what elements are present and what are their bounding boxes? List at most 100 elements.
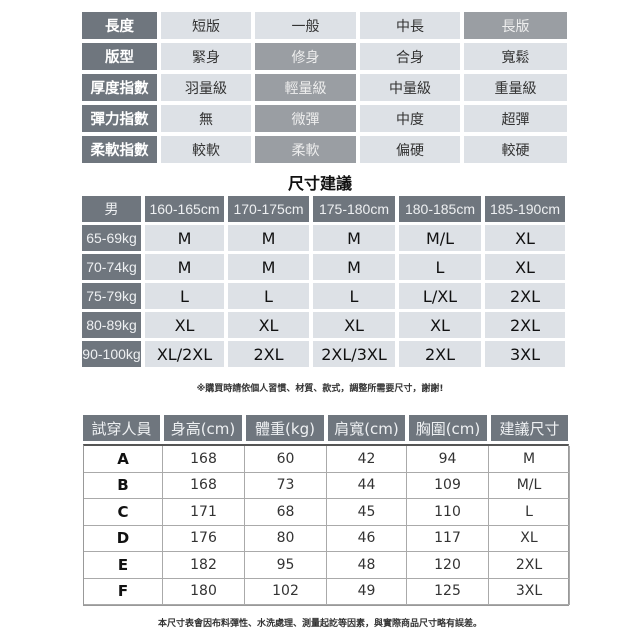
- attribute-option-selected: 柔軟: [255, 136, 356, 163]
- size-cell: 2XL/3XL: [313, 341, 395, 367]
- size-cell: 2XL: [399, 341, 481, 367]
- tryon-cell: 110: [407, 499, 489, 526]
- tryon-cell: M: [489, 446, 570, 473]
- tryon-person: E: [84, 552, 163, 579]
- tryon-column-header: 胸圍(cm): [409, 415, 487, 441]
- size-cell: M: [228, 254, 309, 280]
- size-cell: L: [228, 283, 309, 309]
- attribute-option: 羽量級: [161, 74, 251, 101]
- tryon-cell: 80: [245, 525, 327, 552]
- tryon-cell: 168: [163, 472, 245, 499]
- attribute-option: 一般: [255, 12, 356, 39]
- size-cell: L/XL: [399, 283, 481, 309]
- size-cell: XL: [485, 225, 565, 251]
- attribute-option: 較軟: [161, 136, 251, 163]
- size-cell: 2XL: [485, 312, 565, 338]
- size-cell: XL: [145, 312, 224, 338]
- attribute-label: 長度: [82, 12, 157, 39]
- size-cell: M: [313, 254, 395, 280]
- attribute-option: 寬鬆: [464, 43, 567, 70]
- tryon-person: B: [84, 472, 163, 499]
- tryon-cell: 73: [245, 472, 327, 499]
- attribute-option: 短版: [161, 12, 251, 39]
- size-cell: XL: [313, 312, 395, 338]
- size-cell: L: [399, 254, 481, 280]
- size-cell: M: [145, 254, 224, 280]
- tryon-cell: 176: [163, 525, 245, 552]
- attribute-table: 長度 短版 一般 中長 長版 版型 緊身 修身 合身 寬鬆 厚度指數 羽量級 輕量級 中量級 重量級 彈力指數…: [82, 12, 567, 163]
- height-header: 160-165cm: [145, 196, 224, 222]
- tryon-cell: 2XL: [489, 552, 570, 579]
- tryon-cell: 94: [407, 446, 489, 473]
- tryon-cell: 117: [407, 525, 489, 552]
- tryon-column-header: 建議尺寸: [491, 415, 568, 441]
- tryon-cell: 42: [327, 446, 407, 473]
- tryon-cell: 109: [407, 472, 489, 499]
- attribute-label: 彈力指數: [82, 105, 157, 132]
- attribute-option-selected: 輕量級: [255, 74, 356, 101]
- attribute-option-selected: 長版: [464, 12, 567, 39]
- attribute-option: 合身: [360, 43, 460, 70]
- size-cell: XL: [485, 254, 565, 280]
- attribute-option: 緊身: [161, 43, 251, 70]
- size-cell: 3XL: [485, 341, 565, 367]
- weight-label: 65-69kg: [82, 225, 141, 251]
- tryon-column-header: 肩寬(cm): [328, 415, 405, 441]
- tryon-cell: XL: [489, 525, 570, 552]
- size-cell: M: [313, 225, 395, 251]
- tryon-cell: 45: [327, 499, 407, 526]
- attribute-option: 偏硬: [360, 136, 460, 163]
- size-cell: XL/2XL: [145, 341, 224, 367]
- attribute-label: 厚度指數: [82, 74, 157, 101]
- attribute-option: 較硬: [464, 136, 567, 163]
- tryon-cell: 48: [327, 552, 407, 579]
- size-cell: M: [228, 225, 309, 251]
- attribute-option: 中度: [360, 105, 460, 132]
- attribute-option: 超彈: [464, 105, 567, 132]
- height-header: 170-175cm: [228, 196, 309, 222]
- tryon-cell: 60: [245, 446, 327, 473]
- tryon-cell: 68: [245, 499, 327, 526]
- tryon-person: D: [84, 525, 163, 552]
- tryon-cell: 125: [407, 578, 489, 605]
- tryon-person: C: [84, 499, 163, 526]
- tryon-cell: 44: [327, 472, 407, 499]
- weight-label: 75-79kg: [82, 283, 141, 309]
- weight-label: 70-74kg: [82, 254, 141, 280]
- tryon-cell: 168: [163, 446, 245, 473]
- size-cell: M/L: [399, 225, 481, 251]
- attribute-option: 無: [161, 105, 251, 132]
- height-header: 180-185cm: [399, 196, 481, 222]
- height-header: 185-190cm: [485, 196, 565, 222]
- attribute-label: 柔軟指數: [82, 136, 157, 163]
- attribute-option-selected: 微彈: [255, 105, 356, 132]
- tryon-column-header: 身高(cm): [164, 415, 242, 441]
- tryon-column-header: 體重(kg): [246, 415, 324, 441]
- attribute-option: 中長: [360, 12, 460, 39]
- size-cell: 2XL: [228, 341, 309, 367]
- tryon-person: F: [84, 578, 163, 605]
- tryon-header: 試穿人員 身高(cm) 體重(kg) 肩寬(cm) 胸圍(cm) 建議尺寸: [83, 415, 568, 441]
- tryon-column-header: 試穿人員: [83, 415, 160, 441]
- size-cell: XL: [228, 312, 309, 338]
- size-chart: 男 160-165cm 170-175cm 175-180cm 180-185cm 185…: [82, 196, 565, 367]
- size-cell: L: [145, 283, 224, 309]
- tryon-cell: 95: [245, 552, 327, 579]
- tryon-cell: 102: [245, 578, 327, 605]
- tryon-cell: M/L: [489, 472, 570, 499]
- size-title: 尺寸建議: [287, 174, 352, 193]
- tryon-cell: 182: [163, 552, 245, 579]
- tryon-cell: 3XL: [489, 578, 570, 605]
- size-note: ※購買時請依個人習慣、材質、款式，調整所需要尺寸，謝謝!: [196, 384, 444, 394]
- tryon-cell: 180: [163, 578, 245, 605]
- weight-label: 90-100kg: [82, 341, 141, 367]
- tryon-cell: L: [489, 499, 570, 526]
- tryon-cell: 49: [327, 578, 407, 605]
- footer-note: 本尺寸表會因布料彈性、水洗處理、測量起訖等因素，與實際商品尺寸略有誤差。: [157, 619, 482, 629]
- size-cell: XL: [399, 312, 481, 338]
- tryon-table: A 168 60 42 94 M B 168 73 44 109 M/L C 171 68 45 110 L D 17…: [83, 444, 570, 606]
- size-cell: L: [313, 283, 395, 309]
- attribute-label: 版型: [82, 43, 157, 70]
- tryon-person: A: [84, 446, 163, 473]
- attribute-option: 重量級: [464, 74, 567, 101]
